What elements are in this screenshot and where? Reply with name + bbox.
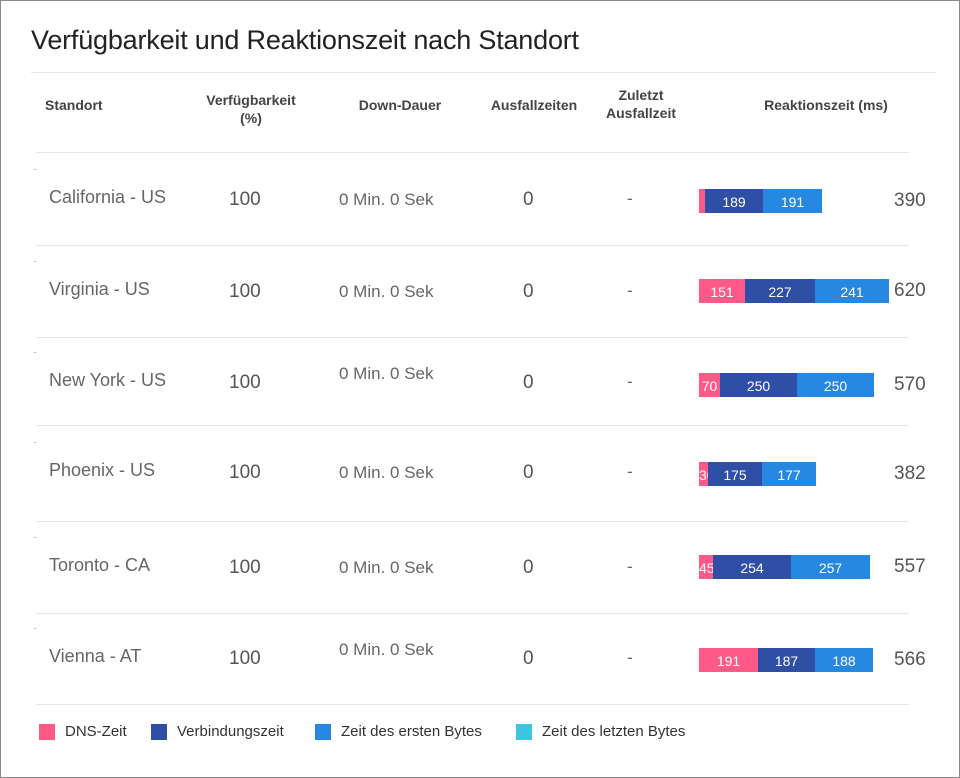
dns-segment: 151 [699, 279, 745, 303]
dns-segment [699, 189, 705, 213]
row-availability: 100 [229, 462, 261, 483]
row-divider [36, 521, 909, 522]
header-divider [36, 152, 909, 153]
row-total-response-time: 570 [894, 374, 926, 395]
row-marker [34, 261, 36, 262]
row-last-outage: - [627, 557, 633, 576]
row-downtime: 0 Min. 0 Sek [339, 640, 434, 659]
row-divider [36, 613, 909, 614]
row-last-outage: - [627, 462, 633, 481]
legend-swatch-connection [151, 723, 167, 740]
row-last-outage: - [627, 281, 633, 300]
row-downtime: 0 Min. 0 Sek [339, 463, 434, 482]
row-location: Toronto - CA [49, 555, 151, 575]
dns-segment: 30 [699, 462, 708, 486]
legend-item-connection: Verbindungszeit [151, 723, 284, 740]
legend-label-dns: DNS-Zeit [65, 723, 127, 740]
col-header-last-outage: Zuletzt Ausfallzeit [605, 87, 676, 121]
row-total-response-time: 557 [894, 556, 926, 577]
col-header-location: Standort [45, 97, 103, 113]
legend-swatch-dns [39, 723, 55, 740]
row-outages: 0 [523, 462, 534, 483]
row-last-outage: - [627, 372, 633, 391]
row-location: New York - US [49, 370, 167, 390]
row-total-response-time: 566 [894, 649, 926, 670]
response-time-bar: 189 191 [699, 189, 822, 213]
legend-label-first-byte: Zeit des ersten Bytes [341, 723, 482, 740]
title-divider [31, 72, 936, 73]
connection-segment: 189 [705, 189, 763, 213]
table-bottom-divider [36, 704, 909, 705]
legend-item-first-byte: Zeit des ersten Bytes [315, 723, 482, 740]
row-divider [36, 337, 909, 338]
response-time-bar: 45 254 257 [699, 555, 870, 579]
legend-label-connection: Verbindungszeit [177, 723, 284, 740]
row-divider [36, 245, 909, 246]
row-location: California - US [49, 187, 167, 207]
row-availability: 100 [229, 557, 261, 578]
row-marker [34, 537, 36, 538]
row-location: Phoenix - US [49, 460, 156, 480]
row-total-response-time: 620 [894, 280, 926, 301]
row-downtime: 0 Min. 0 Sek [339, 558, 434, 577]
row-marker [34, 628, 36, 629]
row-availability: 100 [229, 372, 261, 393]
first-byte-segment: 191 [763, 189, 822, 213]
connection-segment: 175 [708, 462, 762, 486]
row-marker [34, 352, 36, 353]
first-byte-segment: 250 [797, 373, 874, 397]
col-header-availability: Verfügbarkeit (%) [206, 92, 296, 126]
dns-segment: 70 [699, 373, 720, 397]
row-outages: 0 [523, 372, 534, 393]
legend-item-last-byte: Zeit des letzten Bytes [516, 723, 685, 740]
row-last-outage: - [627, 189, 633, 208]
connection-segment: 227 [745, 279, 815, 303]
row-downtime: 0 Min. 0 Sek [339, 190, 434, 209]
row-availability: 100 [229, 648, 261, 669]
row-marker [34, 169, 36, 170]
col-header-outages: Ausfallzeiten [490, 97, 578, 113]
dns-segment: 45 [699, 555, 713, 579]
row-downtime: 0 Min. 0 Sek [339, 364, 434, 383]
response-time-bar: 70 250 250 [699, 373, 874, 397]
legend-swatch-first-byte [315, 723, 331, 740]
legend-item-dns: DNS-Zeit [39, 723, 127, 740]
connection-segment: 254 [713, 555, 791, 579]
row-total-response-time: 390 [894, 190, 926, 211]
first-byte-segment: 257 [791, 555, 870, 579]
col-header-downtime: Down-Dauer [358, 97, 442, 113]
first-byte-segment: 188 [815, 648, 873, 672]
dns-segment: 191 [699, 648, 758, 672]
first-byte-segment: 241 [815, 279, 889, 303]
row-outages: 0 [523, 281, 534, 302]
row-outages: 0 [523, 648, 534, 669]
row-outages: 0 [523, 557, 534, 578]
row-availability: 100 [229, 189, 261, 210]
row-location: Virginia - US [49, 279, 150, 299]
connection-segment: 187 [758, 648, 815, 672]
row-divider [36, 425, 909, 426]
legend-label-last-byte: Zeit des letzten Bytes [542, 723, 686, 740]
row-total-response-time: 382 [894, 463, 926, 484]
page-title: Verfügbarkeit und Reaktionszeit nach Sta… [31, 25, 579, 55]
first-byte-segment: 177 [762, 462, 816, 486]
response-time-bar: 191 187 188 [699, 648, 873, 672]
connection-segment: 250 [720, 373, 797, 397]
legend-swatch-last-byte [516, 723, 532, 740]
row-marker [34, 442, 36, 443]
row-availability: 100 [229, 281, 261, 302]
row-outages: 0 [523, 189, 534, 210]
row-last-outage: - [627, 648, 633, 667]
row-downtime: 0 Min. 0 Sek [339, 282, 434, 301]
row-location: Vienna - AT [49, 646, 142, 666]
response-time-bar: 151 227 241 [699, 279, 889, 303]
col-header-response-time: Reaktionszeit (ms) [764, 97, 888, 113]
